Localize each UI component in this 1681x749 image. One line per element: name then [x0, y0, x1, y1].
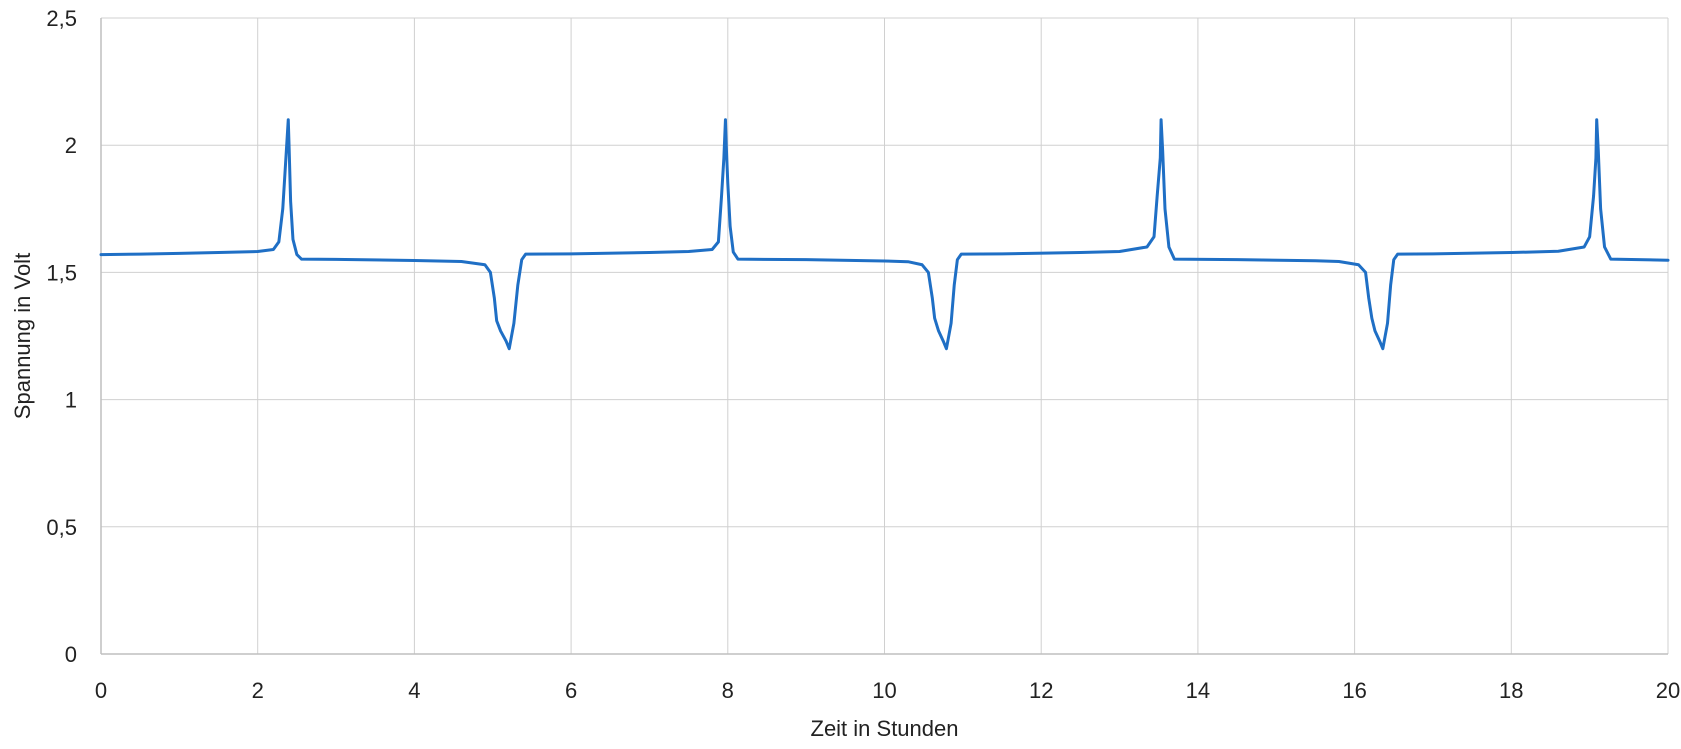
y-axis-title: Spannung in Volt	[10, 253, 35, 419]
tick-label-layer: 0 2 4 6 8 10 12 14 16 18 20 0 0,5 1 1,5 2 2,5	[46, 6, 1680, 703]
x-tick-label: 20	[1656, 678, 1680, 703]
y-tick-label: 1,5	[46, 260, 77, 285]
y-tick-label: 0,5	[46, 515, 77, 540]
x-tick-label: 14	[1186, 678, 1210, 703]
y-tick-label: 2	[65, 133, 77, 158]
x-axis-title: Zeit in Stunden	[811, 716, 959, 741]
axis-layer	[100, 18, 1668, 655]
series-layer	[99, 118, 1670, 351]
x-tick-label: 0	[95, 678, 107, 703]
series-line-0	[99, 118, 1670, 351]
x-tick-label: 6	[565, 678, 577, 703]
x-tick-label: 8	[722, 678, 734, 703]
x-tick-label: 12	[1029, 678, 1053, 703]
x-tick-label: 10	[872, 678, 896, 703]
x-tick-label: 4	[408, 678, 420, 703]
y-tick-label: 1	[65, 388, 77, 413]
x-tick-label: 16	[1342, 678, 1366, 703]
y-tick-label: 2,5	[46, 6, 77, 31]
x-tick-label: 18	[1499, 678, 1523, 703]
y-tick-label: 0	[65, 642, 77, 667]
x-tick-label: 2	[252, 678, 264, 703]
grid-layer	[101, 17, 1669, 654]
